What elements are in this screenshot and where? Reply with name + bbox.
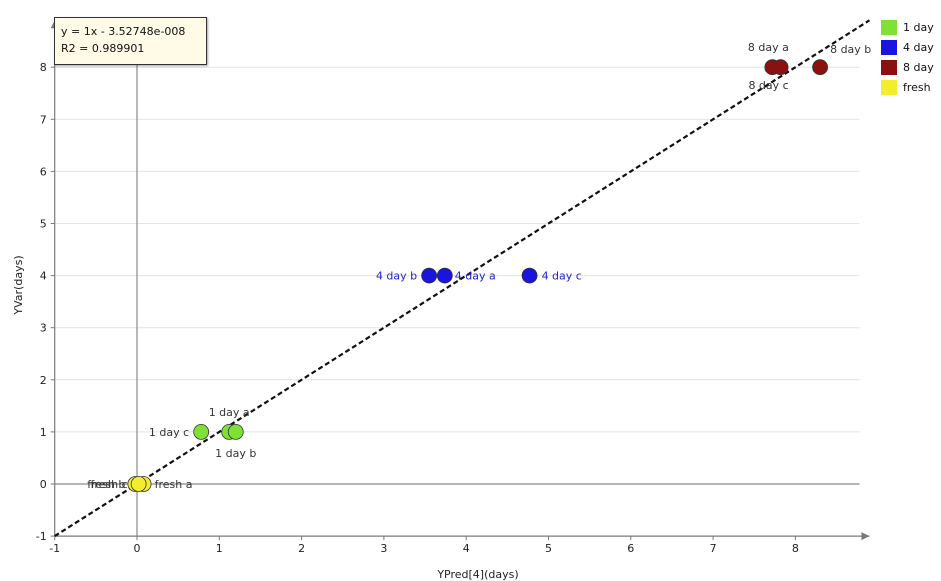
legend-item: fresh <box>881 77 941 97</box>
y-tick-label: 8 <box>40 61 47 74</box>
data-point <box>421 267 438 284</box>
y-tick-label: 4 <box>40 270 47 283</box>
point-label: 1 day a <box>209 406 250 419</box>
legend: 1 day 4 day 8 day fresh <box>881 17 941 97</box>
data-point <box>772 59 789 76</box>
legend-item: 4 day <box>881 37 941 57</box>
point-label: 8 day b <box>830 43 871 56</box>
legend-swatch <box>881 39 897 55</box>
y-tick-label: -1 <box>36 530 47 543</box>
data-point <box>193 423 210 440</box>
legend-swatch <box>881 79 897 95</box>
x-tick-label: 5 <box>545 542 552 555</box>
y-tick-label: 7 <box>40 113 47 126</box>
x-tick-label: 0 <box>134 542 141 555</box>
x-tick-label: -1 <box>49 542 60 555</box>
x-axis-title: YPred[4](days) <box>436 568 518 581</box>
data-point <box>436 267 453 284</box>
y-tick-label: 5 <box>40 218 47 231</box>
legend-item: 8 day <box>881 57 941 77</box>
data-point <box>812 59 828 76</box>
legend-label: fresh <box>903 80 931 94</box>
regression-equation-box: y = 1x - 3.52748e-008 R2 = 0.989901 <box>54 17 207 65</box>
x-tick-label: 4 <box>463 542 470 555</box>
x-tick-label: 6 <box>627 542 634 555</box>
point-label: 8 day c <box>748 79 788 92</box>
data-point <box>227 423 244 440</box>
y-tick-label: 1 <box>40 426 47 439</box>
regression-line-path <box>54 19 871 538</box>
legend-swatch <box>881 19 897 35</box>
data-point <box>521 267 538 284</box>
point-label: fresh b <box>87 478 125 491</box>
tick-labels: -1 0 1 2 3 4 5 6 7 8 -1 0 1 2 3 4 5 6 7 8 <box>36 61 799 555</box>
x-tick-label: 3 <box>380 542 387 555</box>
point-label: fresh a <box>155 478 193 491</box>
point-label: 1 day b <box>215 447 256 460</box>
legend-label: 4 day <box>903 40 934 54</box>
x-tick-label: 8 <box>792 542 799 555</box>
point-label: fresh c <box>90 478 127 491</box>
data-point <box>130 476 147 492</box>
legend-item: 1 day <box>881 17 941 37</box>
y-tick-label: 6 <box>40 165 47 178</box>
regression-r2: R2 = 0.989901 <box>61 42 145 55</box>
x-tick-label: 2 <box>298 542 305 555</box>
data-points <box>127 59 828 492</box>
legend-swatch <box>881 59 897 75</box>
regression-equation: y = 1x - 3.52748e-008 <box>61 25 186 38</box>
legend-label: 1 day <box>903 20 934 34</box>
point-label: 4 day c <box>542 270 582 283</box>
x-axis-arrow <box>861 532 870 541</box>
y-tick-label: 0 <box>40 478 47 491</box>
point-label: 4 day b <box>376 270 417 283</box>
point-label: 1 day c <box>149 426 189 439</box>
y-tick-label: 3 <box>40 322 47 335</box>
x-tick-label: 1 <box>216 542 223 555</box>
point-label: 8 day a <box>748 41 789 54</box>
legend-label: 8 day <box>903 60 934 74</box>
point-label: 4 day a <box>455 270 496 283</box>
zero-axes <box>54 20 860 537</box>
point-labels: 1 day a 1 day b 1 day c 4 day a 4 day b 4 day… <box>87 41 871 491</box>
regression-line <box>54 19 871 538</box>
y-axis-title: YVar(days) <box>12 255 25 315</box>
y-tick-label: 2 <box>40 374 47 387</box>
grid-lines <box>54 66 860 537</box>
x-tick-label: 7 <box>710 542 717 555</box>
